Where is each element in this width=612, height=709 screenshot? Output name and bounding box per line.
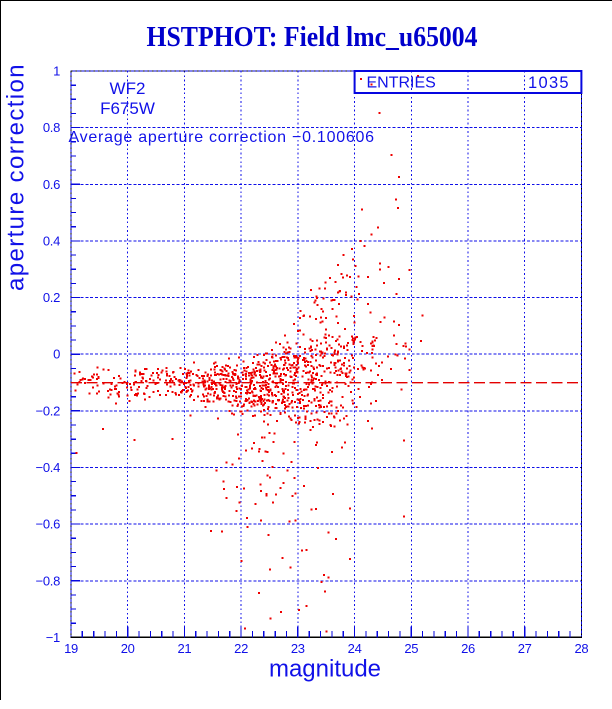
- svg-text:28: 28: [574, 641, 588, 656]
- svg-text:F675W: F675W: [100, 99, 155, 118]
- svg-text:−0.8: −0.8: [36, 573, 61, 588]
- svg-text:1035: 1035: [528, 74, 570, 92]
- svg-text:23: 23: [291, 641, 305, 656]
- svg-text:1: 1: [53, 64, 60, 79]
- svg-text:magnitude: magnitude: [269, 656, 381, 683]
- svg-text:25: 25: [404, 641, 418, 656]
- svg-text:WF2: WF2: [110, 79, 146, 98]
- svg-text:27: 27: [518, 641, 532, 656]
- svg-text:0: 0: [53, 347, 60, 362]
- svg-text:24: 24: [348, 641, 362, 656]
- svg-text:HSTPHOT: Field lmc_u65004: HSTPHOT: Field lmc_u65004: [147, 22, 478, 53]
- svg-text:19: 19: [64, 641, 78, 656]
- svg-text:0.2: 0.2: [43, 290, 60, 305]
- svg-text:0.6: 0.6: [43, 177, 60, 192]
- svg-text:21: 21: [177, 641, 191, 656]
- svg-text:−1: −1: [46, 630, 60, 645]
- svg-text:ENTRIES: ENTRIES: [367, 75, 436, 92]
- svg-text:aperture correction: aperture correction: [3, 63, 30, 291]
- svg-text:22: 22: [234, 641, 248, 656]
- svg-text:−0.6: −0.6: [36, 517, 61, 532]
- svg-text:20: 20: [121, 641, 135, 656]
- svg-text:0.4: 0.4: [43, 233, 60, 248]
- svg-text:Average aperture correction −0: Average aperture correction −0.100606: [69, 129, 375, 146]
- svg-text:−0.4: −0.4: [36, 460, 61, 475]
- svg-text:0.8: 0.8: [43, 120, 60, 135]
- svg-text:26: 26: [461, 641, 475, 656]
- svg-text:−0.2: −0.2: [36, 403, 61, 418]
